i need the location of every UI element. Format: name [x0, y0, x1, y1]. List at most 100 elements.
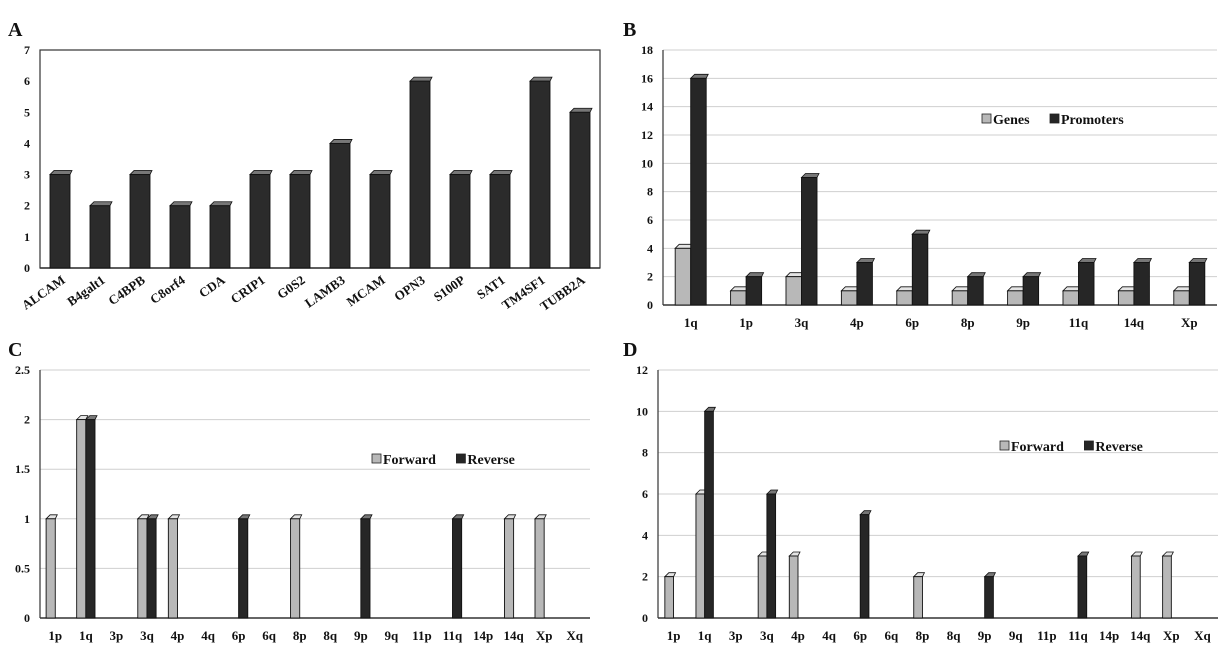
x-tick-label: S100P — [431, 272, 468, 304]
bar-top — [1161, 551, 1174, 557]
legend-label: Promoters — [1061, 113, 1124, 128]
bar-top — [951, 286, 971, 292]
x-tick-label: Xp — [1181, 315, 1198, 330]
bar-top — [451, 514, 465, 520]
bar-top — [1077, 258, 1097, 263]
bar — [856, 262, 873, 306]
panel-label-a: A — [8, 19, 23, 41]
legend-swatch — [1084, 440, 1094, 451]
y-tick-label: 6 — [24, 74, 30, 88]
bar — [45, 518, 56, 619]
bar-top — [449, 170, 473, 175]
bar — [489, 174, 511, 269]
bar-top — [89, 201, 113, 207]
bar — [745, 276, 763, 306]
x-tick-label: 4p — [791, 628, 805, 643]
bar-top — [983, 572, 997, 578]
bar-top — [1006, 286, 1026, 292]
x-tick-label: 9q — [1009, 628, 1024, 643]
y-tick-label: 1 — [24, 230, 30, 244]
x-tick-label: 11q — [443, 628, 463, 643]
bar-top — [840, 286, 860, 292]
bar — [704, 410, 714, 619]
bar — [984, 576, 994, 619]
bar — [801, 177, 818, 306]
x-tick-label: C8orf4 — [147, 272, 188, 307]
bar — [1131, 555, 1141, 619]
bar — [730, 290, 747, 306]
bar — [209, 205, 231, 269]
bar — [146, 518, 157, 619]
bar — [788, 555, 799, 619]
y-tick-label: 0 — [647, 298, 653, 312]
x-tick-label: 1p — [667, 628, 681, 643]
bar — [249, 174, 271, 269]
bar-top — [369, 170, 393, 175]
bar — [409, 80, 431, 269]
bar-top — [1062, 286, 1082, 292]
legend-label: Genes — [993, 113, 1030, 128]
bar-top — [1188, 258, 1208, 263]
bar-top — [674, 243, 694, 249]
bar-top — [329, 139, 353, 144]
y-tick-label: 2 — [24, 199, 30, 213]
x-tick-label: 6p — [853, 628, 867, 643]
x-tick-label: 11p — [1037, 628, 1057, 643]
bar-top — [1077, 551, 1090, 557]
x-tick-label: Xp — [536, 628, 553, 643]
bar — [695, 493, 706, 619]
x-tick-label: 14q — [1124, 315, 1145, 330]
x-tick-label: 1p — [48, 628, 62, 643]
bar-top — [911, 229, 931, 235]
y-tick-label: 0.5 — [15, 561, 30, 575]
panel-label-c: C — [8, 339, 22, 361]
bar-top — [1172, 286, 1192, 292]
bar — [690, 77, 707, 306]
x-tick-label: 9q — [385, 628, 400, 643]
x-tick-label: 11p — [412, 628, 432, 643]
x-tick-label: 14q — [503, 628, 524, 643]
x-tick-label: 14p — [473, 628, 493, 643]
x-tick-label: 3q — [140, 628, 155, 643]
x-tick-label: 11q — [1068, 628, 1088, 643]
legend-swatch — [455, 453, 466, 464]
y-tick-label: 16 — [641, 71, 653, 85]
bar-top — [529, 76, 553, 82]
x-tick-label: ALCAM — [19, 272, 68, 312]
legend-swatch — [981, 113, 992, 124]
bar-top — [49, 170, 73, 175]
bar-top — [689, 73, 709, 79]
bar — [1022, 276, 1040, 306]
bar — [951, 290, 969, 306]
bar — [913, 576, 923, 619]
bar-top — [729, 286, 749, 292]
y-tick-label: 4 — [642, 528, 648, 542]
bar — [757, 555, 768, 619]
x-tick-label: 4q — [201, 628, 216, 643]
bar — [360, 518, 371, 619]
y-tick-label: 14 — [641, 100, 653, 114]
bar — [859, 514, 870, 619]
bar — [1077, 555, 1088, 619]
bar-top — [1130, 551, 1143, 557]
y-tick-label: 0 — [24, 261, 30, 275]
bar-top — [249, 170, 273, 175]
bar-top — [129, 170, 153, 175]
y-tick-label: 2 — [24, 413, 30, 427]
y-tick-label: 10 — [641, 156, 653, 170]
panel-label-b: B — [623, 19, 636, 41]
bar — [664, 576, 675, 619]
bar-top — [209, 201, 233, 207]
bar — [89, 205, 111, 269]
y-tick-label: 10 — [636, 404, 648, 418]
bar — [129, 174, 151, 269]
x-tick-label: 8p — [293, 628, 307, 643]
bar-top — [534, 514, 547, 520]
y-tick-label: 18 — [641, 43, 653, 57]
y-tick-label: 0 — [24, 611, 30, 625]
bar-top — [359, 514, 373, 520]
bar-top — [859, 510, 872, 516]
y-tick-label: 7 — [24, 43, 30, 57]
x-tick-label: 3q — [795, 315, 810, 330]
